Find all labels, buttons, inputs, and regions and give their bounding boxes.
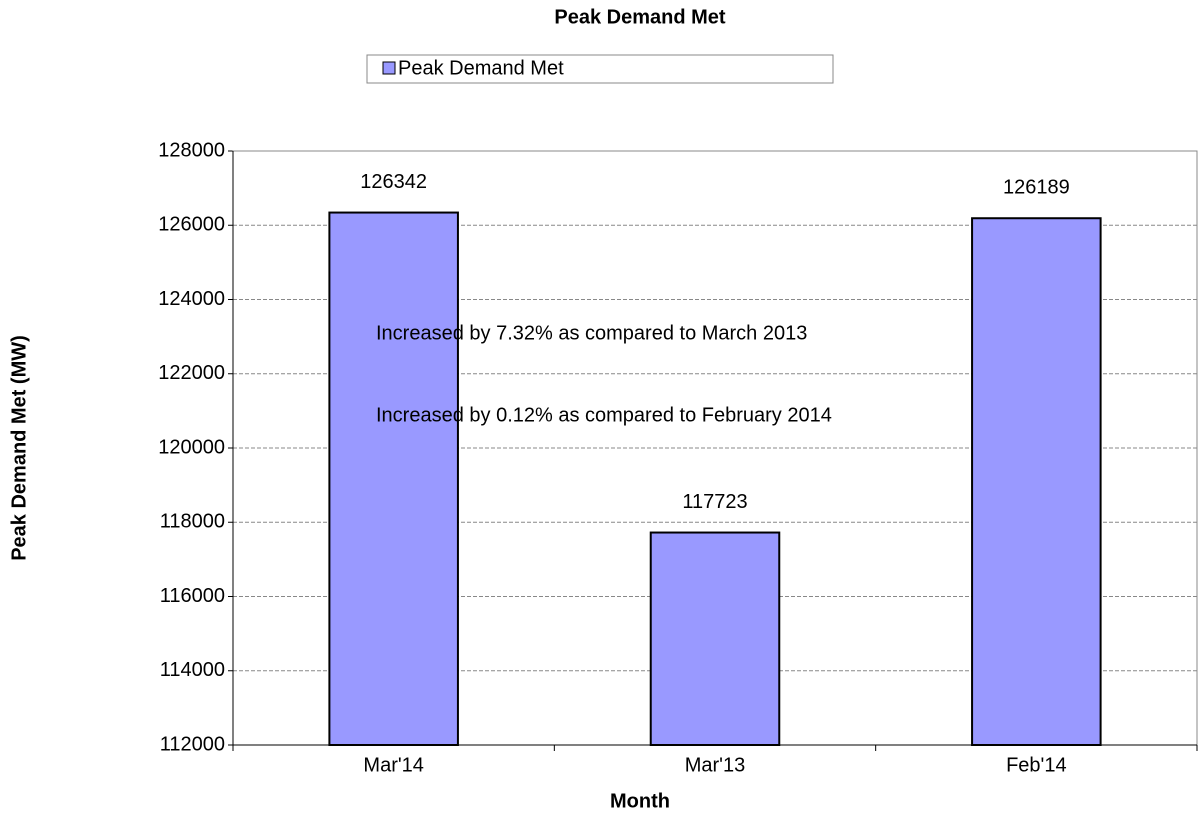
x-axis-label: Month bbox=[610, 790, 670, 812]
y-tick-label: 124000 bbox=[158, 288, 225, 310]
chart-title: Peak Demand Met bbox=[554, 6, 726, 28]
legend-box bbox=[366, 54, 834, 84]
y-axis-label: Peak Demand Met (MW) bbox=[8, 335, 30, 561]
y-tick-label: 128000 bbox=[158, 139, 225, 161]
x-tick-label: Feb'14 bbox=[1006, 754, 1067, 776]
bar bbox=[328, 211, 459, 747]
x-tick-label: Mar'13 bbox=[685, 754, 746, 776]
data-label: 117723 bbox=[682, 491, 747, 513]
y-tick-label: 114000 bbox=[160, 659, 225, 681]
annotation: Increased by 7.32% as compared to March … bbox=[376, 322, 807, 344]
data-label: 126342 bbox=[360, 171, 427, 193]
legend-label: Peak Demand Met bbox=[398, 57, 564, 79]
y-tick-label: 120000 bbox=[158, 436, 225, 458]
annotation: Increased by 0.12% as compared to Februa… bbox=[376, 404, 832, 426]
data-label: 126189 bbox=[1003, 177, 1070, 199]
legend-swatch bbox=[382, 61, 396, 75]
bar bbox=[649, 531, 781, 746]
y-tick-label: 116000 bbox=[160, 585, 225, 607]
y-tick-label: 126000 bbox=[158, 214, 225, 236]
y-tick-label: 112000 bbox=[160, 733, 225, 755]
x-tick-label: Mar'14 bbox=[363, 754, 424, 776]
y-tick-label: 122000 bbox=[158, 362, 225, 384]
bar bbox=[971, 217, 1102, 746]
y-tick-label: 118000 bbox=[160, 511, 225, 533]
